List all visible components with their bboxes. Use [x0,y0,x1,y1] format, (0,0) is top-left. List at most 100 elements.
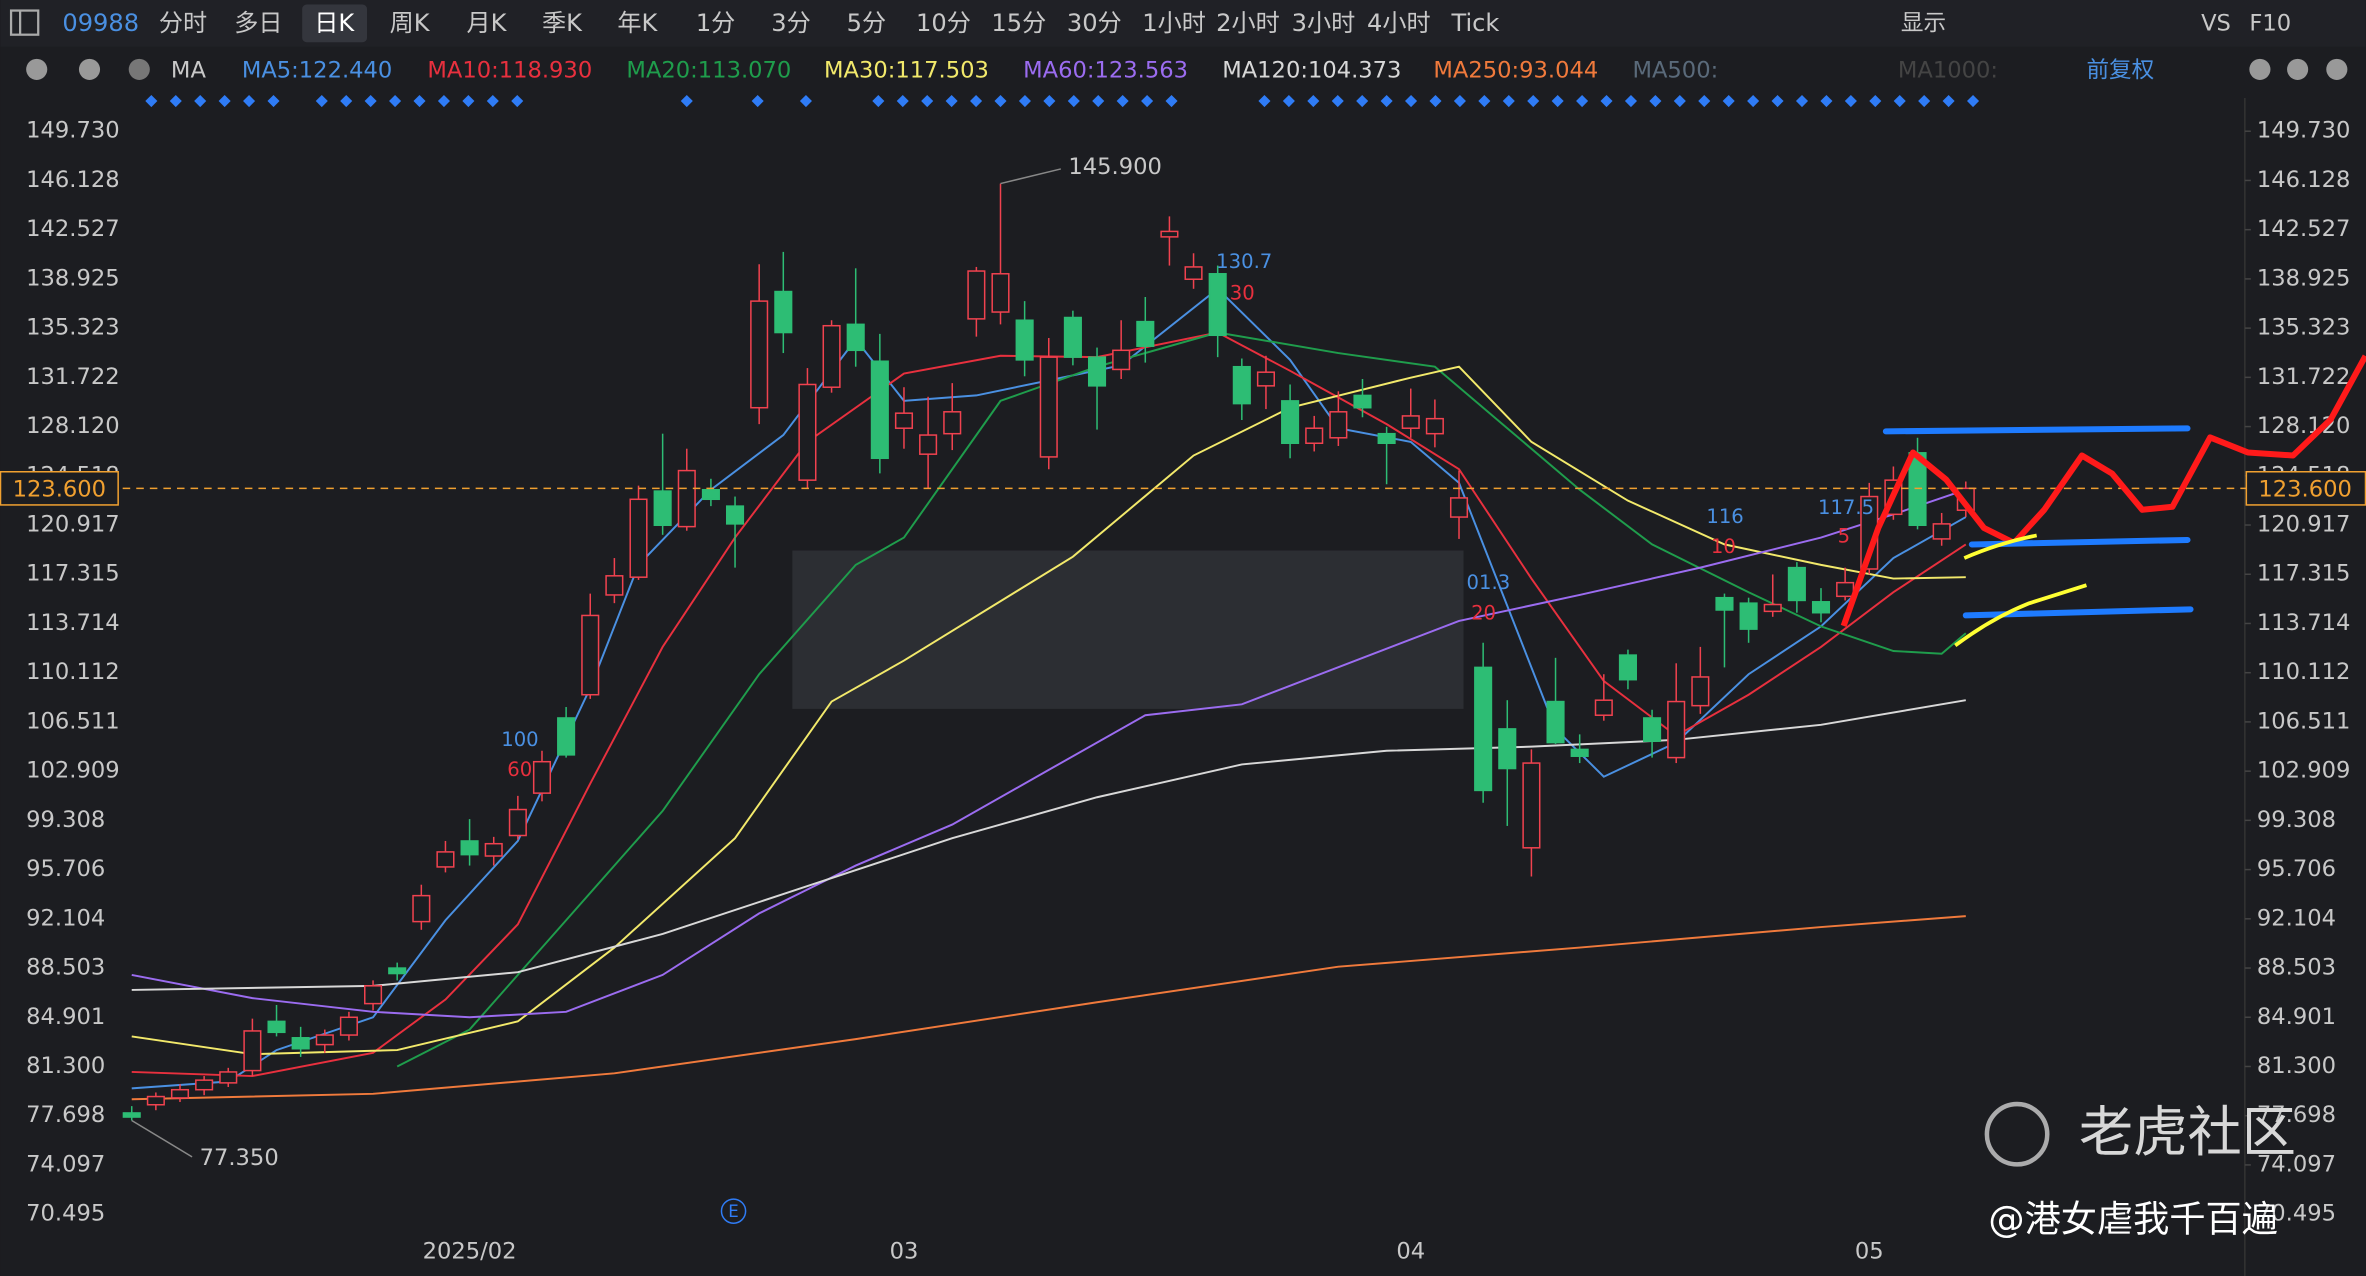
event-marker[interactable] [872,95,885,108]
event-marker[interactable] [1067,95,1080,108]
period-tab[interactable]: 1小时 [1142,9,1206,37]
event-marker[interactable] [1405,95,1418,108]
event-marker[interactable] [1918,95,1931,108]
event-marker[interactable] [1356,95,1369,108]
minus-icon[interactable] [2249,58,2271,80]
event-marker[interactable] [194,95,207,108]
period-tab[interactable]: 月K [467,9,508,37]
candle-body [1570,748,1589,757]
candle-body [1643,717,1662,742]
candle-body [1256,371,1276,387]
event-marker[interactable] [462,95,475,108]
event-marker[interactable] [970,95,983,108]
event-marker[interactable] [896,95,909,108]
event-marker[interactable] [389,95,402,108]
event-marker[interactable] [437,95,450,108]
event-marker[interactable] [1453,95,1466,108]
y-tick-label: 84.901 [26,1004,105,1030]
plus-icon[interactable] [2326,58,2348,80]
event-marker[interactable] [1141,95,1154,108]
adjust-menu[interactable]: 前复权 [2086,57,2154,83]
event-marker[interactable] [1820,95,1833,108]
event-marker[interactable] [1331,95,1344,108]
event-marker[interactable] [1649,95,1662,108]
y-tick-label: 77.698 [2257,1102,2336,1128]
period-tab[interactable]: 3分 [771,9,810,37]
y-tick-label: 99.308 [26,807,105,833]
event-marker[interactable] [1942,95,1955,108]
candle-body [774,290,793,334]
settings-icon[interactable] [26,58,48,80]
event-marker[interactable] [1527,95,1540,108]
event-marker[interactable] [1844,95,1857,108]
indicator-name[interactable]: MA [171,57,207,83]
period-tab[interactable]: Tick [1450,9,1499,37]
f10-button[interactable]: F10 [2249,11,2291,37]
vs-button[interactable]: VS [2201,11,2231,37]
close-icon[interactable] [128,58,150,80]
event-marker[interactable] [1747,95,1760,108]
display-menu[interactable]: 显示 [1901,11,1946,37]
period-tab[interactable]: 10分 [916,9,971,37]
event-marker[interactable] [218,95,231,108]
event-marker[interactable] [1771,95,1784,108]
event-marker[interactable] [145,95,158,108]
event-marker[interactable] [921,95,934,108]
period-tab[interactable]: 4小时 [1367,9,1431,37]
event-marker[interactable] [1576,95,1589,108]
dropdown-icon[interactable] [78,58,101,80]
candle-body [1087,356,1107,387]
candle-body [195,1079,214,1091]
period-tab[interactable]: 年K [617,9,658,37]
event-marker[interactable] [1018,95,1031,108]
candle-body [364,985,383,1005]
event-marker[interactable] [1967,95,1980,108]
symbol[interactable]: 09988 [62,9,139,37]
period-tab[interactable]: 2小时 [1216,9,1280,37]
event-marker[interactable] [413,95,426,108]
period-tab[interactable]: 日K [314,9,355,37]
candle-body [701,488,720,501]
candle-body [870,360,889,460]
event-marker[interactable] [1698,95,1711,108]
ma-line [131,915,1966,1101]
event-marker[interactable] [1116,95,1129,108]
candle-body [122,1112,141,1118]
event-marker[interactable] [1795,95,1809,108]
period-tab[interactable]: 季K [542,9,583,37]
event-marker[interactable] [1869,95,1882,108]
period-tab[interactable]: 1分 [696,9,735,37]
event-marker[interactable] [799,95,812,108]
event-marker[interactable] [1722,95,1735,108]
candle-body [750,300,769,409]
period-tab[interactable]: 3小时 [1292,9,1356,37]
event-marker[interactable] [1673,95,1686,108]
event-marker[interactable] [1624,95,1637,108]
y-tick-label: 138.925 [26,265,120,291]
event-e-icon[interactable] [720,1198,747,1224]
event-marker[interactable] [994,95,1007,108]
legend-entry: MA60:123.563 [1023,57,1188,83]
event-marker[interactable] [1380,95,1393,108]
period-tab[interactable]: 周K [390,9,431,37]
event-marker[interactable] [486,95,499,108]
event-marker[interactable] [243,95,256,108]
event-marker[interactable] [1092,95,1105,108]
period-tab[interactable]: 5分 [847,9,886,37]
period-tab[interactable]: 多日 [234,9,282,37]
event-marker[interactable] [267,95,280,108]
event-marker[interactable] [1551,95,1564,108]
event-e-label[interactable]: E [728,1202,738,1221]
period-tab[interactable]: 30分 [1067,9,1122,37]
event-marker[interactable] [1893,95,1906,108]
event-marker[interactable] [680,95,693,108]
event-marker[interactable] [945,95,958,108]
event-marker[interactable] [1478,95,1491,108]
period-tab[interactable]: 分时 [159,9,207,37]
event-marker[interactable] [1502,95,1515,108]
y-tick-label: 113.714 [26,610,120,636]
period-tab[interactable]: 15分 [991,9,1046,37]
sidebar-icon[interactable] [9,9,40,36]
minus-icon[interactable] [2287,58,2309,80]
candle-body [1594,699,1613,716]
